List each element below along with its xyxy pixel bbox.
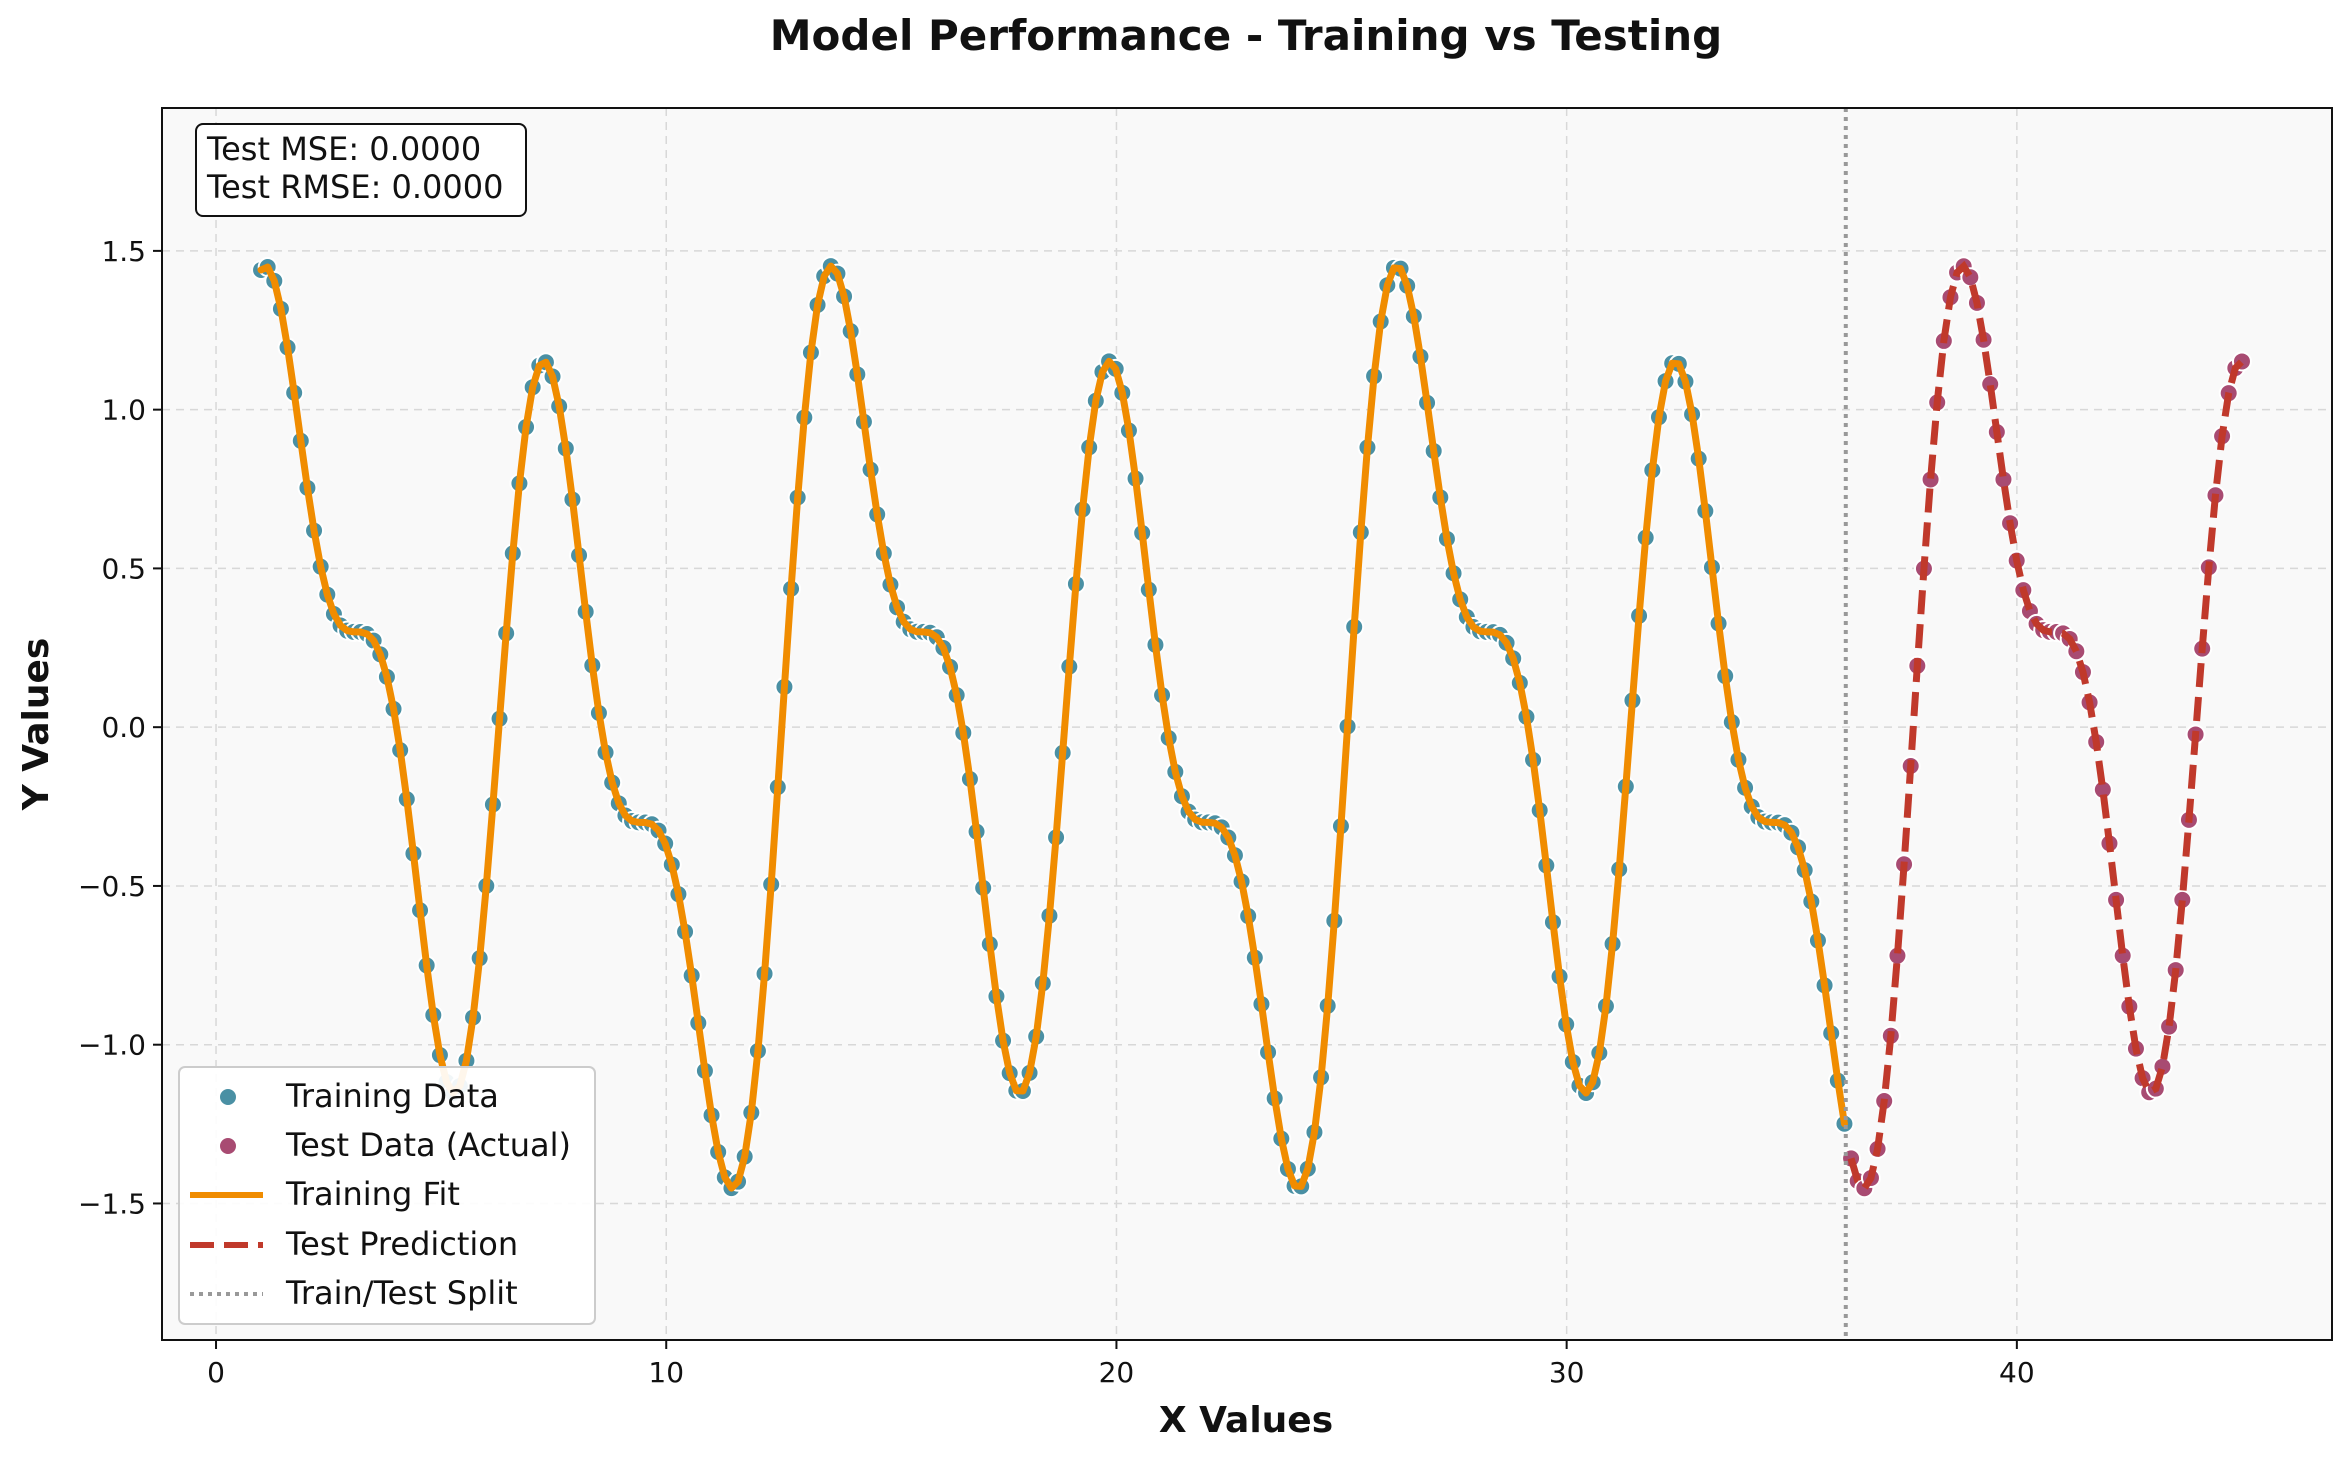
- x-tick-label: 10: [648, 1356, 684, 1389]
- y-tick-label: 1.5: [101, 235, 146, 268]
- plot-frame: [161, 107, 2333, 1341]
- legend-marker-test-data: [218, 1136, 238, 1156]
- x-tick-label: 0: [207, 1356, 225, 1389]
- legend-box: [178, 1066, 596, 1325]
- legend-marker-training-data: [218, 1087, 238, 1107]
- y-axis-ticks: −1.5 −1.0 −0.5 0.0 0.5 1.0 1.5: [78, 235, 162, 1220]
- y-tick-label: −1.5: [78, 1187, 146, 1220]
- x-tick-label: 40: [1999, 1356, 2035, 1389]
- legend: Training Data Test Data (Actual) Trainin…: [178, 1066, 596, 1325]
- legend-label-test-prediction: Test Prediction: [285, 1225, 518, 1263]
- rmse-text: Test RMSE: 0.0000: [206, 168, 503, 206]
- x-tick-label: 20: [1099, 1356, 1135, 1389]
- legend-label-training-fit: Training Fit: [285, 1175, 460, 1213]
- legend-item-split: Train/Test Split: [190, 1274, 518, 1312]
- x-axis-label: X Values: [1159, 1400, 1333, 1441]
- legend-item-training-fit: Training Fit: [190, 1175, 460, 1213]
- y-axis-label: Y Values: [16, 638, 57, 812]
- chart-title: Model Performance - Training vs Testing: [770, 11, 1722, 60]
- grid-lines: [162, 108, 2332, 1340]
- legend-label-test-data: Test Data (Actual): [285, 1126, 571, 1164]
- training-fit-line: [257, 262, 1848, 1192]
- metrics-box: [195, 123, 527, 217]
- x-tick-label: 30: [1549, 1356, 1585, 1389]
- y-tick-label: −0.5: [78, 870, 146, 903]
- series-layer: [251, 256, 2252, 1199]
- metrics-annotation: Test MSE: 0.0000 Test RMSE: 0.0000: [195, 123, 527, 217]
- y-tick-label: 1.0: [101, 394, 146, 427]
- x-axis-ticks: 0 10 20 30 40: [207, 1340, 2035, 1389]
- legend-item-training-data: Training Data: [218, 1077, 499, 1115]
- legend-label-training-data: Training Data: [285, 1077, 499, 1115]
- test-prediction-line: [1847, 260, 2245, 1194]
- mse-text: Test MSE: 0.0000: [206, 130, 481, 168]
- y-tick-label: 0.5: [101, 552, 146, 585]
- y-tick-label: 0.0: [101, 711, 146, 744]
- y-tick-label: −1.0: [78, 1029, 146, 1062]
- legend-item-test-prediction: Test Prediction: [190, 1225, 518, 1263]
- legend-label-split: Train/Test Split: [285, 1274, 518, 1312]
- legend-item-test-data: Test Data (Actual): [218, 1126, 571, 1164]
